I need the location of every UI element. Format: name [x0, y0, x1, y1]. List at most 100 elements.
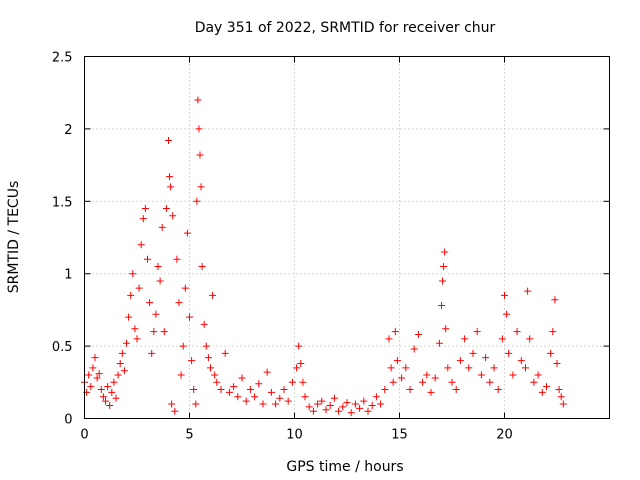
data-point: [131, 325, 139, 333]
data-point: [139, 215, 147, 223]
data-point: [133, 335, 141, 343]
data-point: [144, 255, 151, 263]
data-point: [524, 287, 532, 295]
data-point: [477, 371, 485, 379]
data-point: [234, 393, 242, 401]
data-point: [530, 378, 538, 386]
data-point: [110, 378, 118, 386]
data-point: [301, 393, 309, 401]
data-point: [299, 378, 307, 386]
data-point: [192, 400, 200, 408]
data-point: [179, 342, 187, 350]
data-point: [547, 349, 555, 357]
data-point: [534, 371, 542, 379]
data-point: [95, 370, 103, 378]
data-point: [190, 386, 198, 394]
data-point: [419, 378, 427, 386]
data-point: [393, 357, 401, 365]
data-point: [309, 407, 317, 415]
data-point: [377, 400, 385, 408]
data-point: [438, 302, 445, 310]
data-point: [549, 328, 557, 336]
data-point: [91, 354, 99, 362]
plot-frame: [84, 56, 610, 419]
data-point: [225, 388, 233, 396]
data-point: [469, 349, 477, 357]
data-point: [318, 397, 326, 405]
x-tick-label: 5: [185, 428, 193, 443]
data-point: [402, 364, 410, 372]
data-point: [431, 374, 439, 382]
chart-title: Day 351 of 2022, SRMTID for receiver chu…: [195, 20, 496, 36]
data-point: [439, 277, 447, 285]
data-point: [104, 383, 112, 391]
data-point: [440, 262, 448, 270]
data-point: [242, 397, 250, 405]
data-point: [410, 345, 418, 353]
data-point: [108, 388, 116, 396]
data-point: [135, 284, 143, 292]
data-point: [444, 364, 452, 372]
data-point: [559, 400, 567, 408]
data-point: [183, 229, 191, 237]
data-point: [123, 339, 130, 347]
data-point: [385, 335, 393, 343]
data-point: [555, 386, 563, 394]
y-tick-labels: 0 0.5 1 1.5 2 2.5: [52, 51, 73, 428]
data-point: [97, 386, 105, 394]
data-point: [509, 371, 517, 379]
data-point: [305, 403, 313, 411]
x-tick-label: 15: [391, 428, 408, 443]
data-point: [461, 335, 469, 343]
data-point: [503, 310, 511, 318]
y-tick-label: 2.5: [52, 51, 73, 66]
data-point: [326, 401, 334, 409]
data-point: [93, 374, 101, 382]
data-point: [456, 357, 464, 365]
y-tick-label: 2: [64, 123, 72, 138]
data-point: [490, 364, 498, 372]
data-point: [272, 400, 280, 408]
data-point: [441, 248, 449, 256]
data-point: [156, 277, 164, 285]
data-point: [198, 262, 206, 270]
data-point: [211, 371, 219, 379]
data-point: [106, 401, 114, 409]
data-point: [513, 328, 521, 336]
data-point: [188, 357, 196, 365]
data-point: [360, 397, 368, 405]
data-point: [448, 378, 456, 386]
data-point: [193, 197, 201, 205]
data-point: [137, 241, 145, 249]
data-point: [406, 386, 414, 394]
data-point: [152, 310, 160, 318]
data-point: [276, 394, 284, 402]
data-point: [498, 335, 506, 343]
y-tick-label: 1.5: [52, 195, 73, 210]
data-point: [125, 313, 133, 321]
data-point: [209, 291, 217, 299]
data-point: [387, 364, 395, 372]
data-point: [169, 212, 177, 220]
data-point: [398, 374, 406, 382]
data-point: [427, 388, 435, 396]
data-point: [148, 349, 156, 357]
data-point: [177, 371, 185, 379]
data-point: [118, 349, 126, 357]
data-point: [501, 291, 508, 299]
data-point: [343, 399, 351, 407]
data-point: [116, 359, 124, 367]
data-point: [391, 328, 399, 336]
x-tick-label: 0: [80, 428, 88, 443]
data-point: [127, 291, 135, 299]
data-point: [158, 223, 166, 231]
data-point: [129, 270, 137, 278]
data-point: [154, 262, 162, 270]
data-point: [322, 406, 330, 414]
data-point: [335, 407, 343, 415]
data-point: [557, 393, 565, 401]
data-point: [255, 380, 263, 388]
data-point: [166, 173, 174, 181]
data-point: [553, 359, 561, 367]
